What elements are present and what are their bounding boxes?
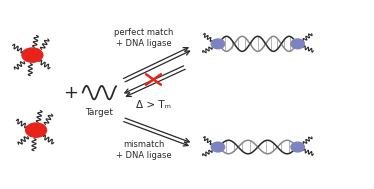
Ellipse shape [291,142,304,152]
Text: perfect match
+ DNA ligase: perfect match + DNA ligase [114,28,174,48]
Text: +: + [63,84,78,102]
Ellipse shape [211,142,225,152]
Text: Target: Target [85,108,113,117]
Text: mismatch
+ DNA ligase: mismatch + DNA ligase [116,140,172,160]
Text: Δ > Tₘ: Δ > Tₘ [136,100,171,110]
Ellipse shape [291,39,304,49]
Ellipse shape [22,48,43,62]
Ellipse shape [211,39,225,49]
Ellipse shape [26,123,46,137]
